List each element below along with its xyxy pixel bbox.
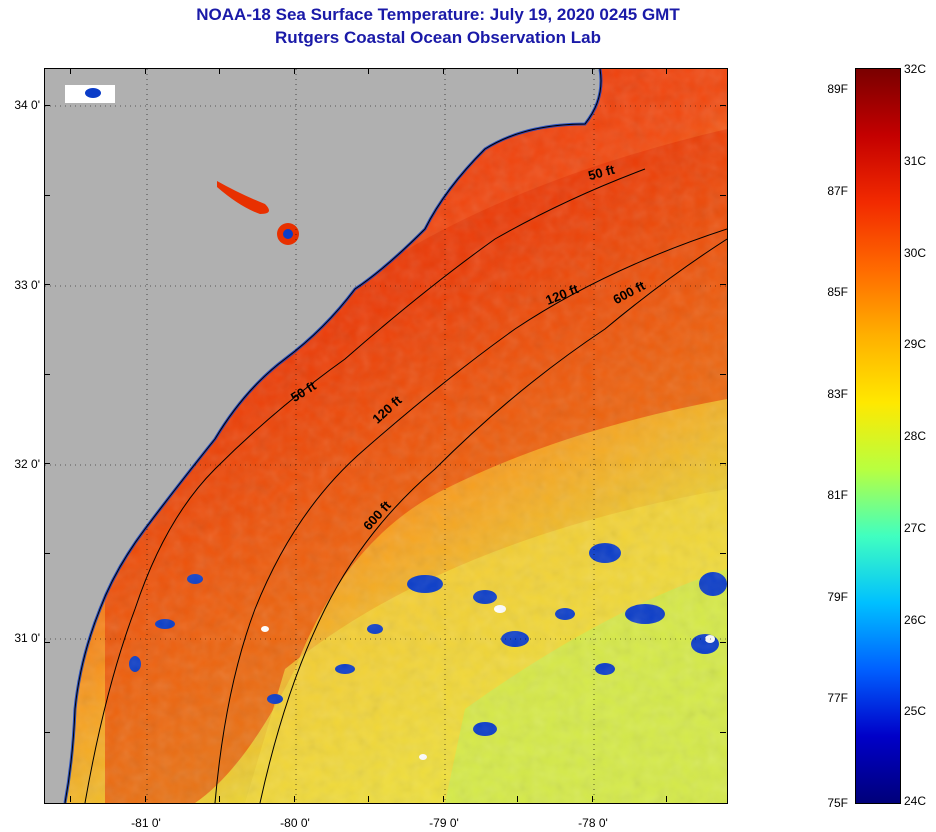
isobath-120ft bbox=[214, 228, 727, 803]
tick-mark bbox=[517, 796, 518, 802]
tick-mark bbox=[44, 194, 50, 196]
tick-mark bbox=[720, 105, 726, 106]
colorbar-c-label: 29C bbox=[904, 337, 927, 352]
colorbar-c-label: 25C bbox=[904, 704, 927, 719]
isobath-50ft bbox=[84, 168, 646, 803]
map-subtitle: Rutgers Coastal Ocean Observation Lab bbox=[275, 28, 601, 47]
colorbar-c-label: 26C bbox=[904, 612, 927, 627]
tick-mark bbox=[44, 642, 50, 643]
colorbar-c-label: 32C bbox=[904, 62, 927, 76]
tick-mark bbox=[219, 796, 220, 802]
lat-label-32: 32 0' bbox=[14, 457, 40, 471]
colorbar-f-label: 87F bbox=[827, 183, 848, 198]
tick-mark bbox=[44, 731, 50, 733]
tick-mark bbox=[44, 552, 50, 554]
isobath-600ft bbox=[259, 238, 727, 803]
tick-mark bbox=[368, 68, 369, 74]
coastline bbox=[64, 69, 602, 803]
tick-mark bbox=[44, 105, 50, 106]
inland-lakes bbox=[65, 85, 299, 245]
colorbar-f-label: 89F bbox=[827, 82, 848, 96]
tick-mark bbox=[70, 796, 71, 802]
isobaths bbox=[84, 168, 727, 803]
tick-mark bbox=[666, 68, 667, 74]
tick-mark bbox=[666, 796, 667, 802]
tick-mark bbox=[517, 68, 518, 74]
lon-label-80: -80 0' bbox=[280, 816, 310, 830]
color-scale-bar bbox=[855, 68, 901, 804]
lon-label-81: -81 0' bbox=[131, 816, 161, 830]
tick-mark bbox=[219, 68, 220, 74]
tick-mark bbox=[144, 796, 146, 802]
colorbar-f-label: 77F bbox=[827, 691, 848, 705]
tick-mark bbox=[720, 463, 726, 464]
tick-mark bbox=[368, 796, 369, 802]
tick-mark bbox=[720, 194, 726, 196]
lat-label-33: 33 0' bbox=[14, 278, 40, 292]
tick-mark bbox=[720, 284, 726, 285]
colorbar-c-label: 27C bbox=[904, 520, 927, 535]
tick-mark bbox=[44, 284, 50, 285]
colorbar-f-label: 75F bbox=[827, 796, 848, 810]
lat-label-31: 31 0' bbox=[14, 631, 40, 645]
tick-mark bbox=[293, 796, 295, 802]
colorbar-c-label: 31C bbox=[904, 153, 927, 168]
tick-mark bbox=[293, 68, 295, 74]
graticule bbox=[45, 69, 727, 803]
tick-mark bbox=[720, 731, 726, 733]
tick-mark bbox=[720, 373, 726, 375]
colorbar-f-label: 79F bbox=[827, 589, 848, 604]
lon-label-79: -79 0' bbox=[429, 816, 459, 830]
tick-mark bbox=[144, 68, 146, 74]
tick-mark bbox=[720, 552, 726, 554]
tick-mark bbox=[70, 68, 71, 74]
colorbar-c-label: 30C bbox=[904, 245, 927, 260]
lon-label-78: -78 0' bbox=[578, 816, 608, 830]
tick-mark bbox=[591, 68, 593, 74]
colorbar-f-label: 81F bbox=[827, 488, 848, 502]
colorbar-c-label: 24C bbox=[904, 794, 927, 808]
land-mass bbox=[45, 69, 601, 803]
map-title: NOAA-18 Sea Surface Temperature: July 19… bbox=[196, 5, 680, 24]
tick-mark bbox=[591, 796, 593, 802]
sst-map bbox=[44, 68, 728, 804]
tick-mark bbox=[442, 68, 444, 74]
tick-mark bbox=[44, 463, 50, 464]
tick-mark bbox=[442, 796, 444, 802]
tick-mark bbox=[720, 642, 726, 643]
tick-mark bbox=[44, 373, 50, 375]
colorbar-c-label: 28C bbox=[904, 429, 927, 443]
lat-label-34: 34 0' bbox=[14, 98, 40, 112]
colorbar-f-label: 83F bbox=[827, 386, 848, 401]
sst-map-canvas bbox=[45, 69, 727, 803]
colorbar-f-label: 85F bbox=[827, 285, 848, 299]
